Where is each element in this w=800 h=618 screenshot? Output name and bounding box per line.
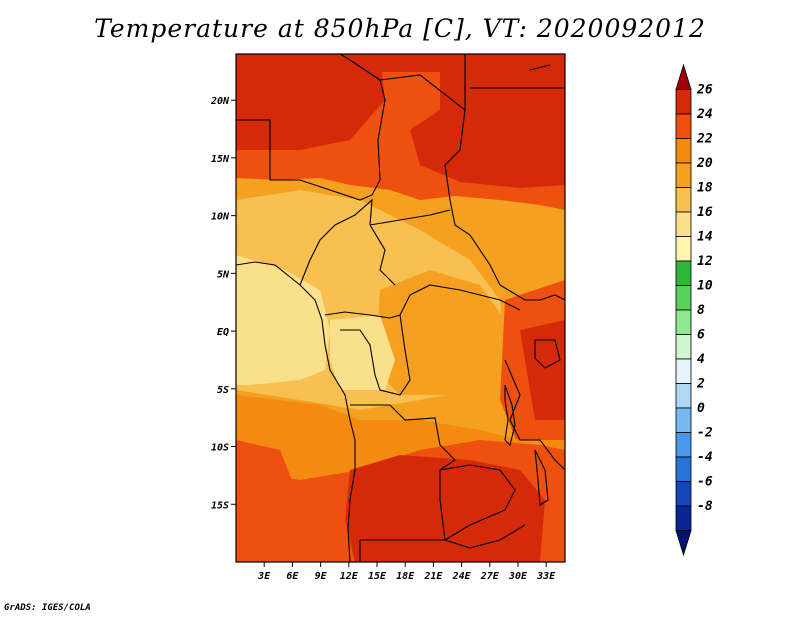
latitude-axis: 20N 15N 10N 5N EQ 5S 10S 15S [210, 96, 236, 511]
colorbar-label: 20 [696, 156, 713, 171]
lat-tick-label: 15N [211, 154, 230, 165]
colorbar-label: 6 [697, 328, 705, 343]
lat-tick-label: 10N [211, 212, 230, 223]
border-east [499, 284, 565, 471]
lon-tick-label: 9E [315, 571, 328, 582]
lat-tick-label: EQ [217, 327, 229, 338]
colorbar-label: 8 [697, 303, 705, 318]
colorbar-swatch [675, 334, 692, 360]
longitude-axis: 3E 6E 9E 12E 15E 18E 21E 24E 27E 30E 33E [257, 562, 556, 582]
lat-tick-label: 5N [217, 269, 230, 280]
lake-victoria [534, 339, 561, 369]
field-south-24 [345, 455, 545, 562]
colorbar-label: -4 [697, 450, 713, 465]
lon-tick-label: 27E [480, 571, 500, 582]
colorbar-swatch [675, 113, 692, 139]
colorbar-label: 12 [697, 254, 713, 269]
colorbar-label: 14 [697, 230, 713, 245]
border-chad-sudan [444, 109, 501, 286]
lon-tick-label: 24E [452, 571, 472, 582]
lat-tick-label: 20N [210, 96, 230, 107]
map-title: Temperature at 850hPa [C], VT: 202009201… [94, 14, 706, 43]
colorbar-swatch [675, 236, 692, 262]
lake-tanganyika [504, 384, 516, 447]
colorbar-label: -2 [697, 426, 713, 441]
colorbar-swatch [675, 89, 692, 115]
field-west-16 [236, 255, 330, 385]
colorbar-label: 16 [697, 205, 713, 220]
lake-malawi [534, 449, 549, 506]
colorbar-swatch [675, 407, 692, 433]
lat-tick-label: 5S [217, 385, 229, 396]
field-north-24 [236, 54, 385, 150]
border-car [369, 209, 451, 286]
colorbar-swatch [675, 383, 692, 409]
grads-credit: GrADS: IGES/COLA [4, 603, 91, 613]
colorbar-swatch [675, 260, 692, 286]
border-ne [470, 64, 565, 89]
field-equator-16 [330, 315, 395, 390]
border-gabon-congo [324, 284, 521, 319]
lat-tick-label: 10S [211, 443, 229, 454]
lon-tick-label: 15E [368, 571, 387, 582]
colorbar-swatch [675, 162, 692, 188]
colorbar-arrow-bottom [675, 530, 692, 557]
colorbar-label: 4 [697, 352, 705, 367]
colorbar-label: 26 [696, 83, 713, 98]
colorbar-arrow-top [675, 63, 692, 90]
field-east-24 [520, 320, 565, 420]
colorbar-swatch [675, 285, 692, 311]
border-drc [340, 314, 411, 396]
lon-tick-label: 18E [396, 571, 415, 582]
colorbar-label: 24 [696, 107, 713, 122]
colorbar-swatch [675, 309, 692, 335]
colorbar-label: 22 [696, 132, 713, 147]
colorbar-swatch [675, 432, 692, 458]
lon-tick-label: 3E [257, 571, 271, 582]
colorbar-label: 10 [697, 279, 713, 294]
colorbar-label: -8 [697, 499, 713, 514]
colorbar-label: 18 [697, 181, 713, 196]
colorbar-swatch [675, 211, 692, 237]
lon-tick-label: 21E [423, 571, 443, 582]
colorbar-swatch [675, 505, 692, 531]
colorbar-swatch [675, 481, 692, 507]
colorbar-label: 0 [697, 401, 705, 416]
lat-tick-label: 15S [211, 500, 229, 511]
lon-tick-label: 30E [508, 571, 528, 582]
colorbar-swatch [675, 138, 692, 164]
map-frame [235, 53, 566, 563]
colorbar-swatch [675, 456, 692, 482]
lon-tick-label: 12E [340, 571, 359, 582]
field-southwest-22 [236, 440, 300, 562]
border-angola [350, 404, 456, 541]
lon-tick-label: 6E [286, 571, 299, 582]
border-cameroon [299, 198, 373, 286]
colorbar-label: -6 [697, 475, 713, 490]
lon-tick-label: 33E [536, 571, 556, 582]
border-namibia [359, 524, 526, 562]
colorbar-swatch [675, 187, 692, 213]
temperature-field [236, 54, 565, 562]
border-zambia [439, 464, 516, 541]
colorbar-swatch [675, 358, 692, 384]
coastline-west [236, 261, 356, 562]
border-north-2 [379, 54, 466, 112]
country-borders [236, 54, 565, 562]
colorbar-label: 2 [696, 377, 705, 392]
field-north-belt [236, 54, 565, 72]
